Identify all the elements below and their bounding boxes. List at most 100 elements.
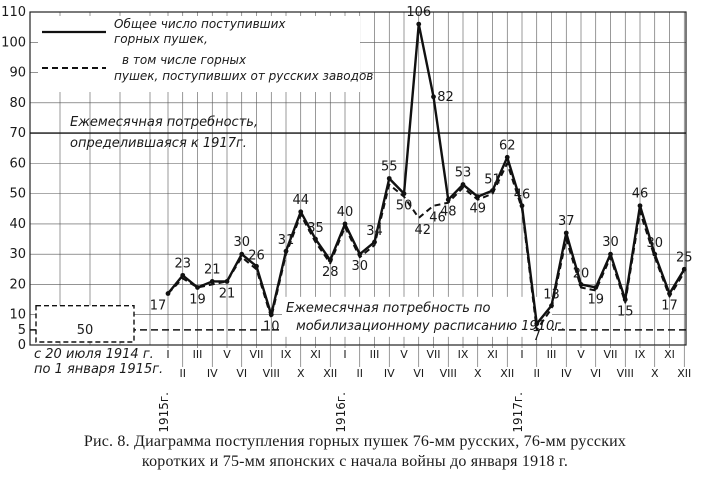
- y-tick-label: 60: [9, 156, 26, 171]
- data-label: 25: [676, 250, 693, 265]
- data-label: 17: [661, 299, 678, 314]
- month-label: II: [180, 367, 187, 380]
- data-label: 30: [233, 235, 250, 250]
- data-label: 13: [543, 288, 560, 303]
- series-total-point: [578, 282, 584, 287]
- data-label: 48: [440, 205, 457, 220]
- month-label: VII: [603, 348, 617, 361]
- month-label: I: [343, 348, 346, 361]
- series-total-point: [180, 272, 186, 278]
- year-label: 1916г.: [334, 392, 348, 432]
- pre-period-label: с 20 июля 1914 г.: [34, 347, 154, 362]
- reference-lines: Ежемесячная потребность, определившаяся к…: [30, 115, 686, 337]
- data-label: 49: [469, 202, 486, 217]
- reference-label: Ежемесячная потребность по: [286, 301, 491, 316]
- month-label: V: [223, 348, 231, 361]
- y-tick-label: 90: [9, 66, 26, 81]
- reference-label: мобилизационному расписанию 1910г.: [296, 319, 565, 334]
- month-label: III: [193, 348, 203, 361]
- data-label: 55: [381, 160, 398, 175]
- data-label: 37: [558, 214, 575, 229]
- data-label: 40: [337, 205, 354, 220]
- data-label: 7: [533, 329, 541, 344]
- month-label: IV: [561, 367, 572, 380]
- series-total-point: [431, 94, 436, 100]
- series-total-point: [681, 266, 687, 272]
- y-tick-label: 30: [9, 247, 26, 262]
- data-label: 21: [204, 262, 221, 277]
- data-label: 30: [646, 236, 663, 251]
- legend-russian-label: пушек, поступивших от русских заводов: [114, 69, 373, 83]
- year-label: 1915г.: [157, 392, 171, 432]
- y-tick-label: 10: [9, 308, 26, 323]
- data-label: 30: [602, 235, 619, 250]
- data-label: 51: [484, 173, 501, 188]
- pre-period-value: 50: [77, 323, 94, 338]
- caption-line-2: коротких и 75-мм японских с начала войны…: [141, 453, 569, 470]
- month-label: VIII: [263, 367, 280, 380]
- pre-period-rect: [35, 304, 135, 343]
- legend-total-label: Общее число поступивших: [114, 17, 286, 31]
- month-label: III: [547, 348, 557, 361]
- series-total-point: [534, 321, 540, 327]
- y-tick-label: 50: [9, 187, 26, 202]
- series-total-point: [342, 221, 348, 227]
- series-lines: [165, 21, 687, 331]
- data-label: 23: [174, 256, 191, 271]
- data-label: 10: [263, 320, 280, 335]
- month-label: X: [651, 367, 659, 380]
- series-total-point: [519, 203, 525, 209]
- series-total-point: [298, 209, 304, 215]
- pre-period-box: 50 с 20 июля 1914 г.по 1 января 1915г.: [34, 304, 163, 377]
- month-label: VI: [236, 367, 247, 380]
- month-label: IX: [281, 348, 292, 361]
- month-label: IV: [384, 367, 395, 380]
- series-total-point: [416, 21, 422, 27]
- series-total-point: [195, 285, 200, 290]
- month-label: VIII: [617, 367, 634, 380]
- month-label: XII: [323, 367, 337, 380]
- series-total-point: [445, 197, 451, 203]
- month-label: XI: [487, 348, 498, 361]
- data-label: 106: [406, 5, 431, 20]
- series-total-point: [608, 251, 613, 257]
- data-label: 28: [322, 265, 339, 280]
- year-label: 1917г.: [511, 392, 525, 432]
- month-label: VII: [426, 348, 440, 361]
- y-tick-label: 80: [9, 96, 26, 111]
- caption-line-1: Рис. 8. Диаграмма поступления горных пуш…: [83, 433, 627, 450]
- month-label: XII: [677, 367, 691, 380]
- data-label: 82: [437, 90, 454, 105]
- y-tick-label: 20: [9, 277, 26, 292]
- data-label: 34: [366, 224, 383, 239]
- data-label: 44: [292, 193, 309, 208]
- data-label: 31: [278, 233, 295, 248]
- month-label: V: [400, 348, 408, 361]
- month-label: IX: [458, 348, 469, 361]
- month-label: I: [520, 348, 523, 361]
- series-total-point: [239, 251, 245, 257]
- month-label: X: [297, 367, 305, 380]
- data-label: 26: [248, 248, 265, 263]
- month-label: X: [474, 367, 482, 380]
- series-total-point: [563, 230, 569, 236]
- month-label: VII: [249, 348, 263, 361]
- series-total-point: [637, 203, 643, 209]
- month-label: III: [370, 348, 380, 361]
- data-label: 30: [351, 259, 368, 274]
- y-tick-label: 100: [1, 35, 26, 50]
- point-labels: 1723192121302610314435284030345550106824…: [150, 5, 693, 344]
- month-label: V: [577, 348, 585, 361]
- figure-caption: Рис. 8. Диаграмма поступления горных пуш…: [20, 432, 690, 472]
- data-label-russian: 46: [429, 211, 446, 226]
- x-axis-labels: IIIIIIIVVVIVIIVIIIIXXXIXIIIIIIIIIVVVIVII…: [157, 345, 691, 432]
- data-label-russian: 42: [414, 223, 431, 238]
- reference-label-bg: [282, 296, 552, 337]
- month-label: II: [357, 367, 364, 380]
- series-total-point: [460, 182, 466, 187]
- data-label: 46: [514, 188, 531, 203]
- y-tick-label: 110: [1, 5, 26, 20]
- data-label: 21: [219, 286, 236, 301]
